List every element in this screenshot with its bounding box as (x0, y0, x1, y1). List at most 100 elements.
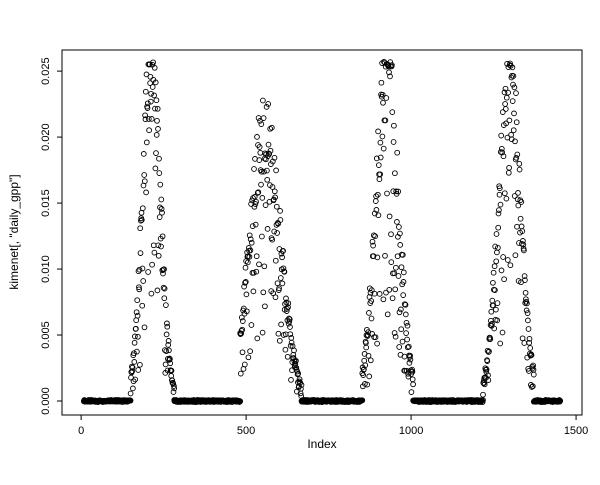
data-point (250, 269, 257, 276)
data-point (393, 264, 399, 271)
data-point (494, 300, 501, 306)
data-point (157, 204, 163, 211)
data-point (264, 167, 270, 174)
data-point (490, 269, 497, 276)
data-point (158, 243, 164, 250)
data-point (377, 154, 384, 161)
data-point (524, 300, 530, 307)
data-point (156, 155, 162, 162)
data-point (496, 185, 503, 192)
data-point (132, 376, 139, 383)
data-point (281, 268, 288, 275)
data-point (243, 308, 250, 315)
data-point (240, 305, 247, 312)
data-point (254, 190, 261, 196)
data-point (138, 217, 145, 223)
data-point (394, 219, 400, 225)
data-point (522, 277, 528, 283)
data-point (488, 308, 495, 315)
data-point (275, 330, 282, 337)
data-point (407, 352, 413, 359)
data-point (250, 288, 257, 295)
data-point (168, 367, 175, 374)
data-point (367, 289, 374, 296)
data-point (514, 196, 521, 203)
data-point (557, 397, 564, 404)
data-point (135, 333, 141, 340)
data-point (286, 316, 293, 323)
data-point (512, 252, 519, 259)
data-point (158, 196, 165, 203)
data-point (280, 248, 286, 254)
data-point (386, 213, 393, 220)
data-point (130, 385, 136, 392)
data-point (154, 105, 161, 112)
data-point (402, 301, 409, 308)
data-point (146, 127, 152, 134)
data-point (525, 317, 531, 324)
data-point (506, 117, 513, 124)
data-point (274, 280, 281, 287)
data-point (528, 352, 535, 358)
data-point (511, 193, 518, 199)
data-point (261, 263, 268, 270)
data-point (151, 92, 157, 99)
data-point (258, 168, 265, 175)
data-point (499, 329, 506, 336)
data-point (369, 238, 376, 245)
data-point (492, 287, 498, 293)
data-point (388, 259, 395, 265)
data-point (242, 264, 249, 271)
data-point (512, 138, 518, 145)
data-point (135, 268, 142, 275)
data-point (162, 347, 168, 353)
data-point (249, 223, 256, 229)
data-point (503, 195, 510, 202)
data-point (151, 249, 158, 256)
data-point (272, 194, 278, 201)
data-point (396, 224, 402, 230)
data-point (520, 241, 527, 248)
data-point (170, 389, 177, 395)
data-point (499, 109, 506, 115)
data-point (171, 383, 177, 389)
data-point (480, 380, 487, 387)
data-point (278, 321, 284, 328)
data-point (164, 320, 170, 327)
data-point (285, 300, 292, 307)
data-point (160, 284, 167, 291)
data-point (370, 253, 377, 259)
data-point (166, 347, 172, 354)
data-point (162, 361, 169, 368)
data-point (265, 101, 272, 107)
data-point (280, 265, 287, 272)
data-point (264, 176, 271, 183)
data-point (388, 231, 394, 238)
data-point (484, 358, 491, 364)
data-point (151, 64, 158, 71)
data-point (298, 382, 305, 388)
data-point (253, 198, 259, 205)
data-point (387, 73, 393, 80)
data-point (404, 322, 411, 329)
data-point (256, 261, 262, 268)
data-point (156, 214, 163, 220)
data-point (502, 106, 509, 112)
data-point (373, 207, 380, 213)
data-point (516, 166, 523, 173)
data-point (272, 257, 279, 264)
data-point (395, 188, 402, 195)
y-tick-label: 0.015 (40, 189, 52, 217)
data-point (518, 223, 525, 230)
data-point (167, 360, 174, 367)
data-point (251, 166, 257, 172)
data-point (288, 377, 294, 383)
x-tick-label: 1000 (399, 425, 423, 437)
data-point (375, 162, 382, 168)
data-point (248, 201, 254, 207)
x-axis-ticks-group: 0 500 1000 1500 (78, 415, 588, 437)
data-point (524, 310, 531, 316)
data-point (298, 393, 305, 399)
data-point (295, 370, 302, 377)
